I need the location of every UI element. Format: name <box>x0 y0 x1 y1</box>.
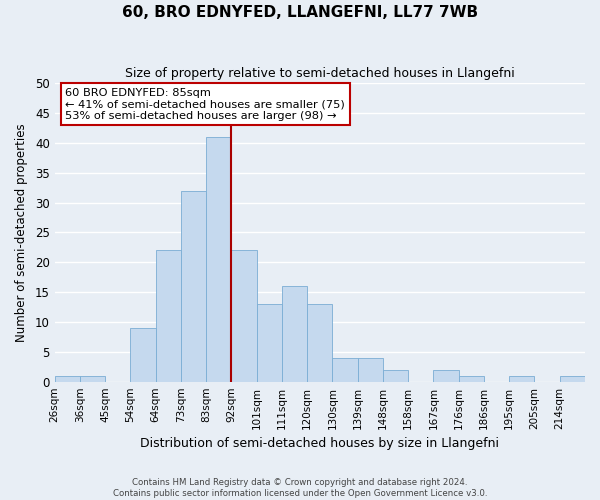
Bar <box>130 328 155 382</box>
Bar <box>383 370 408 382</box>
Title: Size of property relative to semi-detached houses in Llangefni: Size of property relative to semi-detach… <box>125 68 515 80</box>
Text: Contains HM Land Registry data © Crown copyright and database right 2024.
Contai: Contains HM Land Registry data © Crown c… <box>113 478 487 498</box>
Bar <box>459 376 484 382</box>
Bar <box>206 137 232 382</box>
Text: 60, BRO EDNYFED, LLANGEFNI, LL77 7WB: 60, BRO EDNYFED, LLANGEFNI, LL77 7WB <box>122 5 478 20</box>
Bar <box>433 370 459 382</box>
Bar <box>181 190 206 382</box>
Bar <box>358 358 383 382</box>
Bar <box>80 376 105 382</box>
Bar <box>282 286 307 382</box>
Y-axis label: Number of semi-detached properties: Number of semi-detached properties <box>15 123 28 342</box>
Bar <box>509 376 535 382</box>
Bar <box>332 358 358 382</box>
Bar <box>307 304 332 382</box>
Bar <box>155 250 181 382</box>
Bar <box>560 376 585 382</box>
Bar <box>257 304 282 382</box>
Bar <box>232 250 257 382</box>
X-axis label: Distribution of semi-detached houses by size in Llangefni: Distribution of semi-detached houses by … <box>140 437 499 450</box>
Text: 60 BRO EDNYFED: 85sqm
← 41% of semi-detached houses are smaller (75)
53% of semi: 60 BRO EDNYFED: 85sqm ← 41% of semi-deta… <box>65 88 345 120</box>
Bar <box>55 376 80 382</box>
